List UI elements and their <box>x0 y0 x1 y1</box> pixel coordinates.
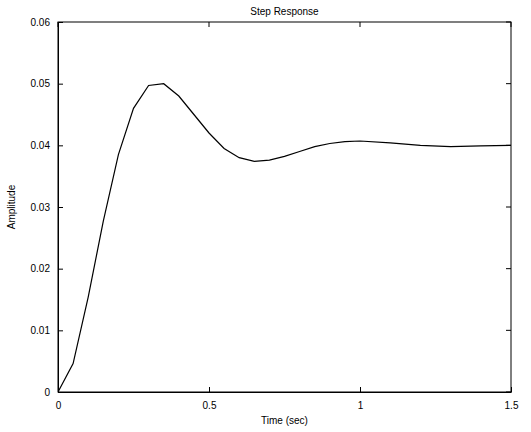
y-tick: 0.03 <box>31 202 63 213</box>
y-tick-mark <box>58 207 63 208</box>
y-tick-label: 0.01 <box>31 325 51 336</box>
y-tick-mark-right <box>506 22 511 23</box>
y-tick-mark <box>58 269 63 270</box>
x-tick-label: 1 <box>358 400 364 411</box>
y-tick: 0.06 <box>31 17 63 28</box>
x-tick: 0.5 <box>203 387 217 411</box>
y-tick-mark-right <box>506 207 511 208</box>
x-tick-label: 1.5 <box>505 400 519 411</box>
x-axis-line <box>59 392 512 393</box>
y-tick-label: 0 <box>44 387 50 398</box>
x-tick-label: 0 <box>56 400 62 411</box>
y-tick-label: 0.06 <box>31 17 51 28</box>
x-tick-mark-top <box>209 22 210 27</box>
y-tick-mark-right <box>506 392 511 393</box>
y-tick-label: 0.03 <box>31 202 51 213</box>
chart: 0 0.5 1 1.5 0 0.01 0.02 0.03 0.04 0.05 0.06 Step Re… <box>0 0 531 432</box>
y-tick-mark <box>58 22 63 23</box>
y-tick-mark-right <box>506 268 511 269</box>
x-tick-mark <box>360 387 361 392</box>
x-axis-title: Time (sec) <box>261 415 308 426</box>
mirror-ticks <box>58 22 511 392</box>
x-tick: 1.5 <box>505 387 519 411</box>
x-tick-mark-top <box>511 22 512 27</box>
x-tick: 1 <box>358 387 364 411</box>
x-tick-mark-top <box>360 22 361 27</box>
response-line <box>58 84 511 392</box>
marks <box>58 84 511 392</box>
y-tick-mark-right <box>506 83 511 84</box>
y-tick-label: 0.04 <box>31 140 51 151</box>
x-tick-mark <box>511 387 512 392</box>
y-axis: 0 0.01 0.02 0.03 0.04 0.05 0.06 <box>31 17 63 398</box>
y-tick: 0.02 <box>31 263 63 274</box>
y-tick-mark <box>58 84 63 85</box>
y-tick-label: 0.02 <box>31 263 51 274</box>
y-tick-mark <box>58 330 63 331</box>
plot-frame <box>58 22 511 392</box>
y-tick-mark-right <box>506 330 511 331</box>
plot-area: 0 0.5 1 1.5 0 0.01 0.02 0.03 0.04 0.05 0.06 <box>31 17 519 411</box>
title: Step Response <box>250 6 319 17</box>
y-tick-mark <box>58 145 63 146</box>
x-axis: 0 0.5 1 1.5 <box>56 387 519 411</box>
y-tick: 0.01 <box>31 325 63 336</box>
x-tick-label: 0.5 <box>203 400 217 411</box>
y-tick-label: 0.05 <box>31 78 51 89</box>
x-tick-mark <box>209 387 210 392</box>
x-tick-mark-top <box>58 22 59 27</box>
y-tick: 0.04 <box>31 140 63 151</box>
y-axis-title: Amplitude <box>6 184 17 229</box>
y-tick-mark <box>58 392 63 393</box>
y-tick: 0.05 <box>31 78 63 89</box>
